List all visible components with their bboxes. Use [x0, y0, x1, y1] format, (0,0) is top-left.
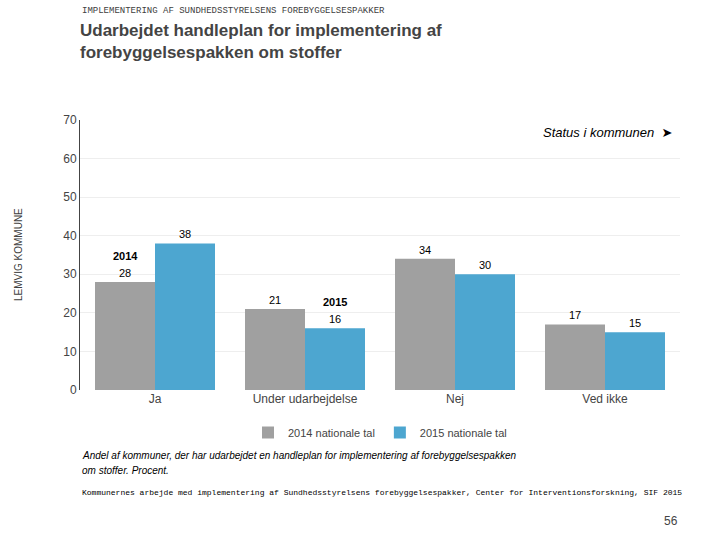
- svg-text:Under udarbejdelse: Under udarbejdelse: [253, 392, 358, 406]
- svg-text:2014 nationale tal: 2014 nationale tal: [288, 427, 375, 439]
- svg-text:17: 17: [569, 309, 581, 321]
- svg-text:40: 40: [63, 229, 77, 243]
- svg-text:38: 38: [179, 228, 191, 240]
- svg-text:Udarbejdet handleplan for impl: Udarbejdet handleplan for implementering…: [80, 21, 442, 62]
- svg-text:LEMVIG KOMMUNE: LEMVIG KOMMUNE: [13, 208, 24, 301]
- svg-text:34: 34: [419, 244, 431, 256]
- svg-text:70: 70: [63, 113, 77, 127]
- svg-text:10: 10: [63, 345, 77, 359]
- svg-text:Kommunernes arbejde med implem: Kommunernes arbejde med implementering a…: [82, 488, 682, 497]
- svg-text:30: 30: [479, 259, 491, 271]
- svg-text:Ved ikke: Ved ikke: [582, 392, 628, 406]
- svg-text:16: 16: [329, 313, 341, 325]
- svg-text:om stoffer. Procent.: om stoffer. Procent.: [82, 465, 169, 476]
- svg-text:21: 21: [269, 294, 281, 306]
- svg-text:15: 15: [629, 317, 641, 329]
- svg-text:2015: 2015: [323, 296, 347, 308]
- svg-text:50: 50: [63, 190, 77, 204]
- svg-text:0: 0: [70, 383, 77, 397]
- svg-text:Status i kommunen ➤: Status i kommunen ➤: [543, 125, 672, 140]
- svg-text:IMPLEMENTERING AF SUNDHEDSSTYR: IMPLEMENTERING AF SUNDHEDSSTYRELSENS FOR…: [82, 6, 385, 16]
- svg-text:56: 56: [664, 514, 678, 528]
- svg-text:30: 30: [63, 267, 77, 281]
- svg-text:28: 28: [119, 267, 131, 279]
- svg-text:20: 20: [63, 306, 77, 320]
- svg-text:Nej: Nej: [446, 392, 464, 406]
- svg-text:Ja: Ja: [149, 392, 162, 406]
- svg-text:2014: 2014: [113, 250, 138, 262]
- svg-text:Andel af kommuner, der har uda: Andel af kommuner, der har udarbejdet en…: [82, 450, 516, 461]
- svg-text:2015 nationale tal: 2015 nationale tal: [420, 427, 507, 439]
- svg-text:60: 60: [63, 152, 77, 166]
